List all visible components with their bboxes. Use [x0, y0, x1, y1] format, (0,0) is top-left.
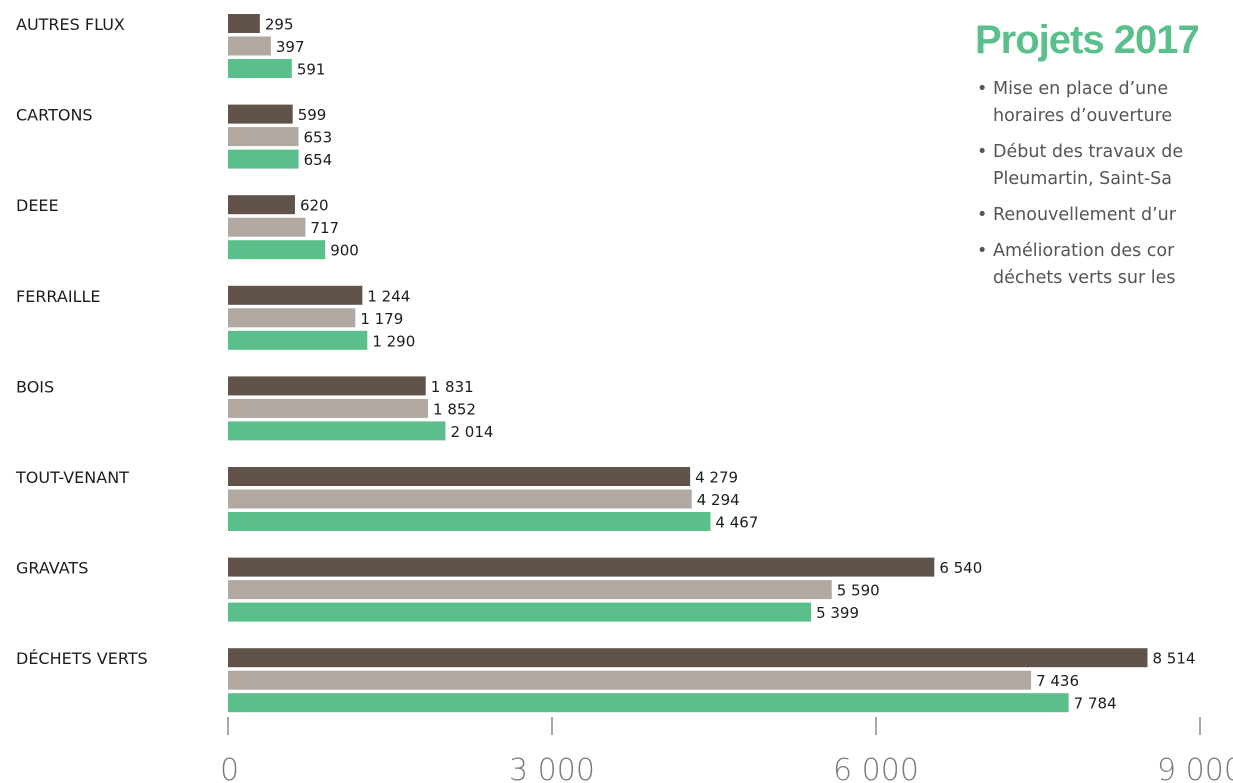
value-label: 599: [298, 106, 327, 124]
tick-label: 6 000: [833, 753, 919, 783]
project-item-text: Mise en place d’une: [993, 79, 1169, 99]
bar: [228, 240, 326, 260]
value-label: 591: [297, 61, 326, 79]
projects-title: Projets 2017: [975, 18, 1200, 62]
project-item: • Mise en place d’une horaires d’ouverture: [971, 76, 1233, 130]
category-label: GRAVATS: [16, 559, 88, 578]
value-label: 1 179: [360, 310, 403, 328]
bullet-icon: •: [977, 241, 988, 261]
category-label: FERRAILLE: [16, 287, 101, 306]
bullet-icon: •: [977, 205, 988, 225]
bar: [228, 59, 292, 78]
bar: [228, 693, 1069, 713]
bar: [228, 285, 363, 305]
value-label: 1 290: [372, 332, 415, 350]
value-label: 8 514: [1153, 650, 1196, 668]
bar: [228, 602, 812, 622]
projects-panel: Projets 2017 • Mise en place d’une horaire…: [971, 14, 1233, 434]
project-item: • Début des travaux de Pleumartin, Saint-S…: [971, 139, 1233, 193]
value-label: 4 467: [715, 514, 758, 532]
bar: [228, 467, 691, 486]
value-label: 620: [300, 197, 329, 215]
tick-label: 9 000: [1157, 753, 1233, 783]
bar: [228, 580, 832, 600]
value-label: 717: [310, 219, 339, 237]
bar: [228, 398, 429, 418]
project-item-text: Début des travaux de: [993, 142, 1184, 162]
bar: [228, 557, 935, 577]
tick-label: 3 000: [509, 753, 595, 783]
project-item-text: Amélioration des cor: [993, 241, 1175, 261]
bar: [228, 308, 356, 328]
category-label: DEEE: [16, 196, 59, 215]
bullet-icon: •: [977, 142, 988, 162]
project-item-text: Pleumartin, Saint-Sa: [993, 169, 1172, 189]
bar: [228, 149, 299, 169]
bar: [228, 421, 446, 441]
bar: [228, 36, 271, 56]
bar: [228, 217, 306, 237]
value-label: 6 540: [939, 559, 982, 577]
bar: [228, 489, 692, 509]
bar: [228, 670, 1032, 690]
value-label: 5 399: [816, 604, 859, 622]
value-label: 1 852: [433, 400, 476, 418]
value-label: 653: [304, 129, 333, 147]
project-item-text: Renouvellement d’ur: [993, 205, 1176, 225]
bar: [228, 14, 260, 33]
project-item: • Amélioration des cor déchets verts sur l…: [971, 238, 1233, 292]
value-label: 295: [265, 16, 294, 34]
tick-label: 0: [220, 753, 239, 783]
value-label: 5 590: [837, 582, 880, 600]
bar: [228, 648, 1148, 668]
category-label: TOUT-VENANT: [15, 468, 129, 487]
bar: [228, 104, 293, 124]
value-label: 4 294: [697, 491, 740, 509]
category-label: AUTRES FLUX: [16, 15, 125, 34]
value-label: 7 784: [1074, 695, 1117, 713]
project-item-text: déchets verts sur les: [993, 268, 1176, 288]
bar: [228, 330, 368, 350]
category-label: BOIS: [16, 377, 54, 396]
bar: [228, 195, 295, 215]
value-label: 900: [330, 242, 359, 260]
value-label: 654: [304, 151, 333, 169]
bar: [228, 127, 299, 147]
projects-list: • Mise en place d’une horaires d’ouverture…: [971, 76, 1233, 292]
value-label: 1 831: [431, 378, 474, 396]
project-item: • Renouvellement d’ur: [971, 202, 1233, 229]
value-label: 4 279: [695, 469, 738, 487]
value-label: 2 014: [451, 423, 494, 441]
value-label: 397: [276, 38, 305, 56]
bar: [228, 512, 711, 531]
project-item-text: horaires d’ouverture: [993, 106, 1173, 126]
bullet-icon: •: [977, 79, 988, 99]
value-label: 7 436: [1036, 672, 1079, 690]
category-label: CARTONS: [16, 106, 93, 125]
value-label: 1 244: [367, 287, 410, 305]
category-label: DÉCHETS VERTS: [16, 649, 148, 668]
bar: [228, 376, 426, 396]
